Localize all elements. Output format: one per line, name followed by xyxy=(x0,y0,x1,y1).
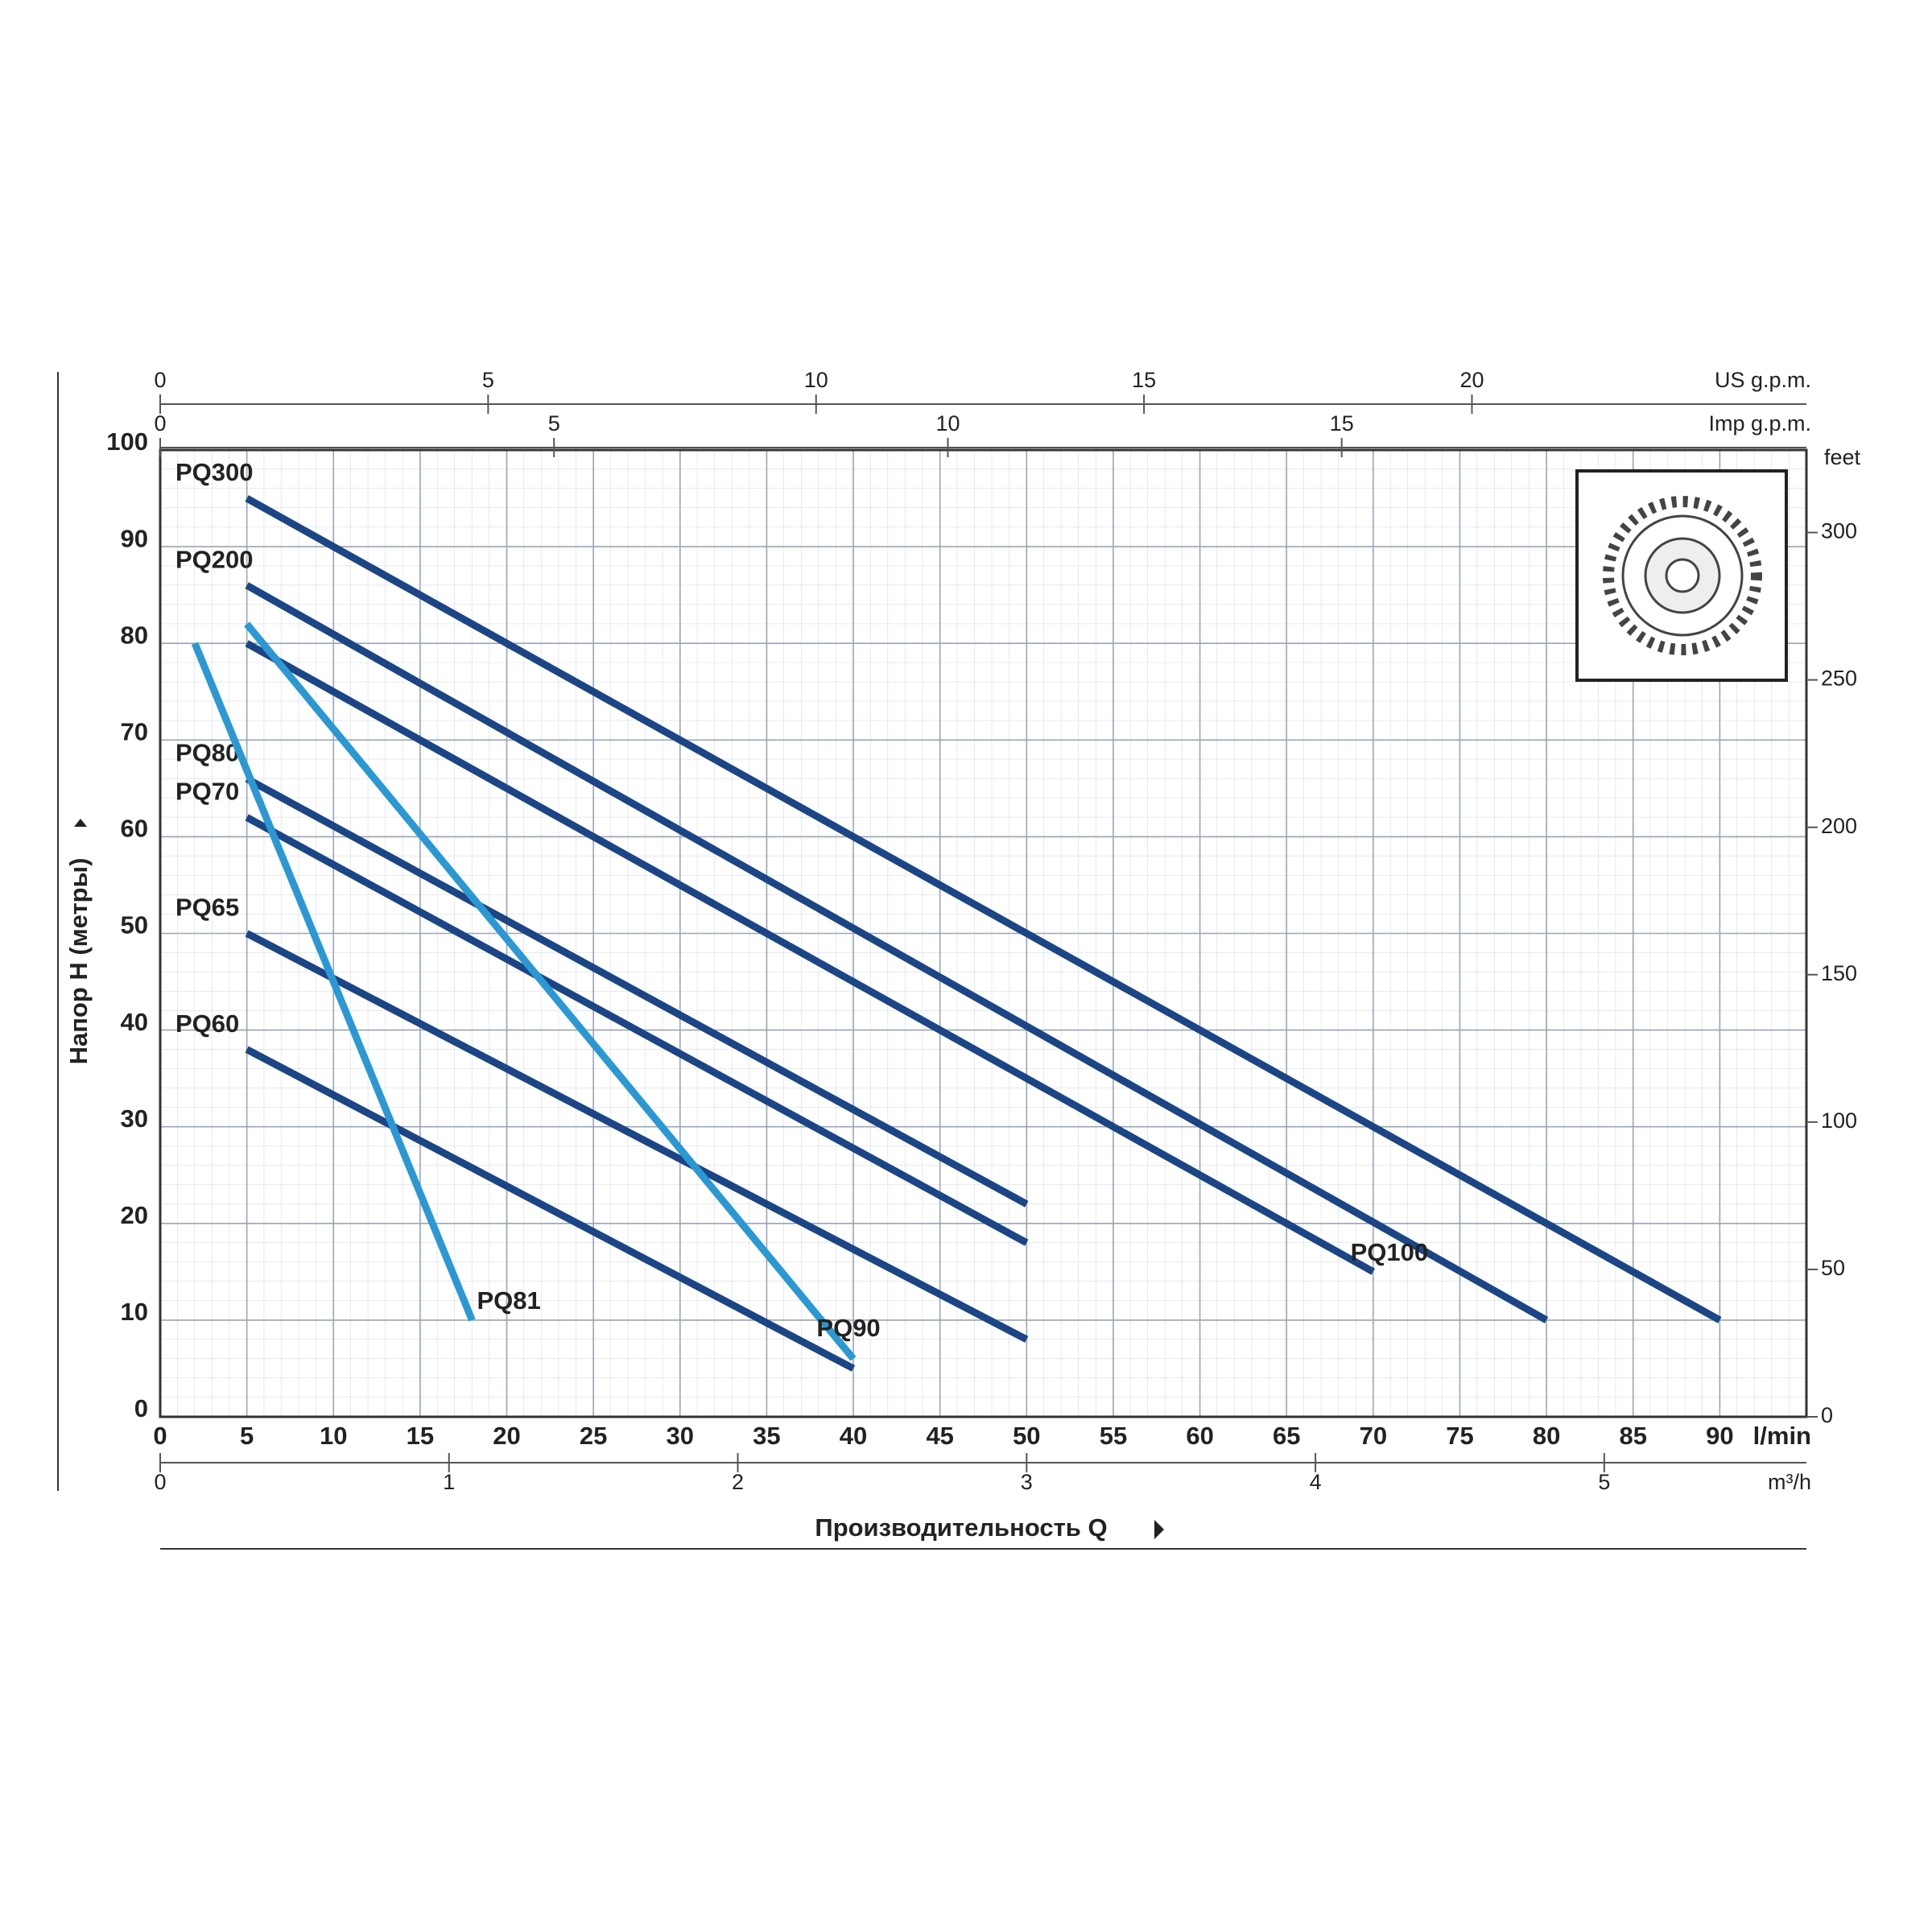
tick-label: 50 xyxy=(1821,1256,1845,1280)
y-tick-label: 50 xyxy=(121,911,148,939)
series-label: PQ60 xyxy=(175,1009,239,1038)
tick-label: 10 xyxy=(804,368,828,392)
series-line xyxy=(245,814,1029,1246)
x-tick-label: 25 xyxy=(580,1422,607,1450)
series-line xyxy=(244,621,857,1361)
tick-label: 4 xyxy=(1310,1470,1322,1494)
x-tick-label: 20 xyxy=(493,1422,520,1450)
series-label: PQ65 xyxy=(175,894,239,922)
x-tick-label: 60 xyxy=(1186,1422,1213,1450)
x-tick-label: 70 xyxy=(1360,1422,1387,1450)
tick-label: 5 xyxy=(1598,1470,1610,1494)
x-tick-label: 30 xyxy=(667,1422,694,1450)
tick-label: 3 xyxy=(1021,1470,1033,1494)
arrow xyxy=(74,819,87,827)
y-tick-label: 70 xyxy=(121,717,148,745)
series-line xyxy=(245,1046,856,1372)
series-label: PQ100 xyxy=(1351,1238,1429,1266)
x-axis-title: Производительность Q xyxy=(815,1513,1107,1542)
y-tick-label: 10 xyxy=(121,1298,148,1326)
x-tick-label: 80 xyxy=(1533,1422,1560,1450)
tick-label: 0 xyxy=(154,368,166,392)
tick-label: 20 xyxy=(1459,368,1484,392)
tick-label: 5 xyxy=(482,368,494,392)
x-tick-label: 55 xyxy=(1100,1422,1127,1450)
series-label: PQ80 xyxy=(175,739,239,767)
tick-label: 15 xyxy=(1330,411,1354,436)
series-line xyxy=(245,495,1722,1323)
series-label: PQ81 xyxy=(477,1286,540,1315)
y-tick-label: 90 xyxy=(121,524,148,552)
x-tick-label: 90 xyxy=(1706,1422,1733,1450)
y-tick-label: 0 xyxy=(134,1394,148,1422)
series-label: PQ300 xyxy=(175,458,254,486)
tick-label: 300 xyxy=(1821,519,1857,543)
x-tick-label: 10 xyxy=(320,1422,347,1450)
series-label: PQ90 xyxy=(816,1314,880,1342)
tick-label: 2 xyxy=(732,1470,744,1494)
x-tick-label: 0 xyxy=(153,1422,167,1450)
tick-label: 200 xyxy=(1821,814,1857,838)
x-tick-label: 75 xyxy=(1446,1422,1473,1450)
tick-label: 15 xyxy=(1132,368,1156,392)
y-tick-label: 100 xyxy=(106,427,148,456)
series-line xyxy=(245,930,1029,1343)
tick-label: 250 xyxy=(1821,667,1857,691)
series-line xyxy=(245,775,1029,1208)
tick-label: 10 xyxy=(935,411,960,436)
y-tick-label: 40 xyxy=(121,1008,148,1036)
x-tick-label: 35 xyxy=(753,1422,780,1450)
y-tick-label: 80 xyxy=(121,621,148,649)
arrow xyxy=(1154,1520,1164,1539)
tick-label: 0 xyxy=(154,1470,166,1494)
axis-unit: Imp g.p.m. xyxy=(1708,411,1811,436)
x-unit: l/min xyxy=(1753,1422,1811,1450)
x-tick-label: 40 xyxy=(840,1422,867,1450)
y-tick-label: 20 xyxy=(121,1201,148,1229)
series-label: PQ70 xyxy=(175,778,239,806)
x-tick-label: 15 xyxy=(407,1422,434,1450)
tick-label: 0 xyxy=(154,411,166,436)
tick-label: 150 xyxy=(1821,961,1857,985)
x-tick-label: 50 xyxy=(1013,1422,1040,1450)
tick-label: 5 xyxy=(548,411,560,436)
y-tick-label: 30 xyxy=(121,1104,148,1133)
series-label: PQ200 xyxy=(175,545,254,573)
x-tick-label: 65 xyxy=(1273,1422,1300,1450)
x-tick-label: 5 xyxy=(240,1422,254,1450)
x-tick-label: 45 xyxy=(926,1422,953,1450)
x-tick-label: 85 xyxy=(1619,1422,1646,1450)
axis-unit: m³/h xyxy=(1768,1470,1811,1494)
tick-label: 0 xyxy=(1821,1403,1833,1427)
plot-frame xyxy=(159,448,1808,1418)
y-tick-label: 60 xyxy=(121,815,148,843)
impeller-image xyxy=(1575,469,1788,682)
series-line xyxy=(245,582,1549,1323)
axis-unit: US g.p.m. xyxy=(1715,368,1811,392)
axis-unit: feet xyxy=(1824,445,1861,469)
tick-label: 1 xyxy=(443,1470,455,1494)
y-axis-title: Напор H (метры) xyxy=(64,858,93,1065)
tick-label: 100 xyxy=(1821,1108,1857,1133)
series-line xyxy=(191,642,476,1322)
series-line xyxy=(245,640,1376,1275)
